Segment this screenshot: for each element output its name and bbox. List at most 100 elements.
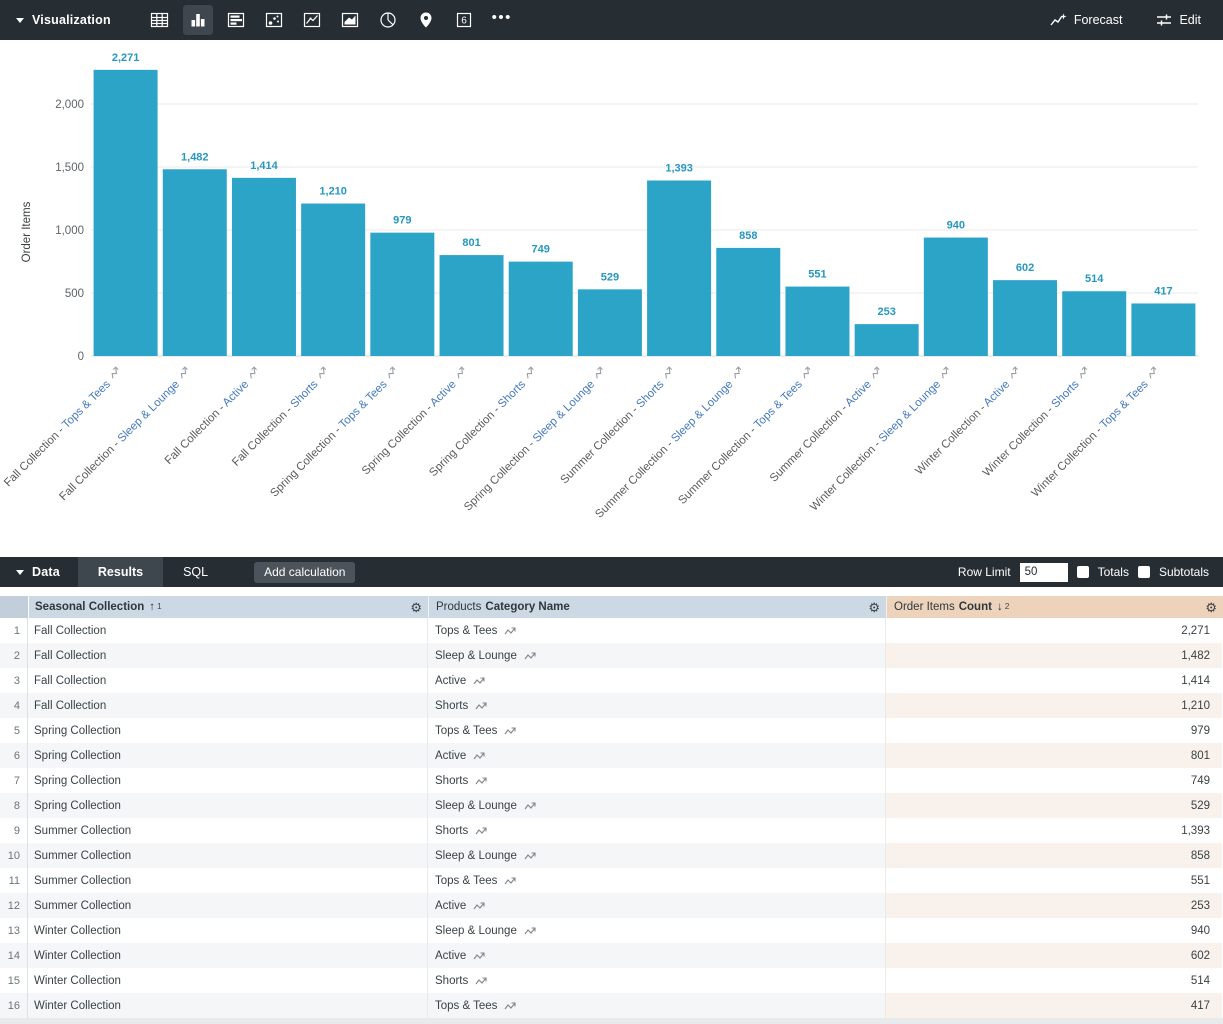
forecast-button[interactable]: Forecast: [1050, 12, 1122, 28]
bar[interactable]: [93, 69, 158, 356]
cell-seasonal-collection[interactable]: Fall Collection: [34, 624, 107, 637]
column-gear-icon[interactable]: ⚙: [868, 599, 880, 615]
add-calculation-button[interactable]: Add calculation: [254, 561, 356, 583]
totals-checkbox[interactable]: [1076, 566, 1089, 578]
data-section-toggle[interactable]: Data: [0, 565, 60, 579]
header-seasonal-collection[interactable]: Seasonal Collection ↑ 1 ⚙: [29, 596, 428, 618]
cell-category-name[interactable]: Shorts: [427, 768, 885, 793]
tab-sql[interactable]: SQL: [183, 565, 209, 579]
bar[interactable]: [647, 180, 712, 356]
cell-seasonal-collection[interactable]: Summer Collection: [34, 874, 132, 887]
cell-order-items-count[interactable]: 1,210: [885, 693, 1222, 718]
more-options-icon[interactable]: •••: [491, 8, 512, 26]
cell-order-items-count[interactable]: 417: [885, 993, 1222, 1018]
bar[interactable]: [923, 237, 988, 356]
cell-seasonal-collection[interactable]: Summer Collection: [34, 824, 132, 837]
cell-order-items-count[interactable]: 551: [885, 868, 1222, 893]
cell-seasonal-collection[interactable]: Winter Collection: [28, 993, 427, 1018]
column-gear-icon[interactable]: ⚙: [1205, 599, 1217, 615]
tab-results[interactable]: Results: [77, 557, 164, 587]
cell-seasonal-collection[interactable]: Winter Collection: [34, 924, 121, 937]
cell-seasonal-collection[interactable]: Winter Collection: [34, 974, 121, 987]
visualization-section-toggle[interactable]: Visualization: [0, 13, 111, 27]
x-axis-label[interactable]: Summer Collection - Active: [768, 366, 885, 485]
x-axis-label[interactable]: Fall Collection - Tops & Tees: [2, 366, 124, 489]
cell-order-items-count[interactable]: 514: [885, 968, 1222, 993]
cell-order-items-count[interactable]: 529: [885, 793, 1222, 818]
cell-category-name[interactable]: Active: [427, 743, 885, 768]
area-chart-icon[interactable]: [335, 5, 365, 35]
x-axis-label[interactable]: Spring Collection - Sleep & Lounge: [462, 366, 608, 514]
cell-seasonal-collection[interactable]: Fall Collection: [28, 643, 427, 668]
cell-order-items-count[interactable]: 1,482: [885, 643, 1222, 668]
column-chart-icon[interactable]: [182, 5, 213, 35]
x-axis-label[interactable]: Winter Collection - Sleep & Lounge: [808, 366, 954, 514]
cell-seasonal-collection[interactable]: Fall Collection: [28, 693, 427, 718]
cell-category-name[interactable]: Shorts: [427, 968, 885, 993]
cell-seasonal-collection[interactable]: Summer Collection: [28, 843, 427, 868]
x-axis-label[interactable]: Fall Collection - Sleep & Lounge: [57, 366, 193, 503]
cell-category-name[interactable]: Tops & Tees: [427, 868, 885, 893]
bar[interactable]: [162, 169, 227, 356]
bar[interactable]: [1062, 291, 1127, 356]
bar[interactable]: [370, 232, 435, 356]
cell-order-items-count[interactable]: 940: [885, 918, 1222, 943]
bar[interactable]: [1131, 303, 1196, 356]
table-icon[interactable]: [145, 5, 175, 35]
cell-category-name[interactable]: Sleep & Lounge: [427, 843, 885, 868]
cell-seasonal-collection[interactable]: Fall Collection: [34, 674, 107, 687]
cell-category-name[interactable]: Sleep & Lounge: [427, 643, 885, 668]
pie-chart-icon[interactable]: [373, 5, 403, 35]
bar[interactable]: [439, 255, 504, 356]
cell-category-name[interactable]: Shorts: [427, 818, 885, 843]
bar[interactable]: [993, 280, 1058, 356]
cell-category-name[interactable]: Tops & Tees: [427, 718, 885, 743]
cell-order-items-count[interactable]: 749: [885, 768, 1222, 793]
bar-chart-icon[interactable]: [221, 5, 251, 35]
cell-order-items-count[interactable]: 801: [885, 743, 1222, 768]
cell-order-items-count[interactable]: 2,271: [885, 618, 1222, 643]
cell-seasonal-collection[interactable]: Spring Collection: [34, 724, 121, 737]
bar[interactable]: [231, 177, 296, 356]
x-axis-label[interactable]: Summer Collection - Sleep & Lounge: [593, 366, 747, 521]
x-axis-label[interactable]: Spring Collection - Tops & Tees: [268, 366, 401, 500]
bar[interactable]: [716, 247, 781, 356]
cell-seasonal-collection[interactable]: Spring Collection: [28, 743, 427, 768]
cell-category-name[interactable]: Tops & Tees: [427, 618, 885, 643]
map-pin-icon[interactable]: [411, 5, 441, 35]
cell-order-items-count[interactable]: 253: [885, 893, 1222, 918]
cell-seasonal-collection[interactable]: Spring Collection: [28, 793, 427, 818]
subtotals-checkbox[interactable]: [1137, 566, 1150, 578]
cell-seasonal-collection[interactable]: Winter Collection: [28, 943, 427, 968]
cell-category-name[interactable]: Sleep & Lounge: [427, 793, 885, 818]
bar[interactable]: [854, 324, 919, 356]
row-limit-input[interactable]: [1019, 562, 1068, 582]
bar[interactable]: [577, 289, 642, 356]
single-value-icon[interactable]: 6: [449, 5, 479, 35]
column-gear-icon[interactable]: ⚙: [410, 599, 422, 615]
cell-category-name[interactable]: Active: [427, 668, 885, 693]
header-order-items-count[interactable]: Order Items Count ↓ 2 ⚙: [886, 596, 1223, 618]
edit-button[interactable]: Edit: [1156, 12, 1201, 28]
bar[interactable]: [785, 286, 850, 356]
cell-category-name[interactable]: Sleep & Lounge: [427, 918, 885, 943]
bar[interactable]: [301, 203, 366, 356]
cell-seasonal-collection[interactable]: Spring Collection: [34, 774, 121, 787]
x-axis-label[interactable]: Summer Collection - Shorts: [558, 366, 677, 486]
cell-seasonal-collection[interactable]: Summer Collection: [28, 893, 427, 918]
x-axis-label[interactable]: Summer Collection - Tops & Tees: [676, 366, 816, 507]
line-chart-icon[interactable]: [297, 5, 327, 35]
cell-order-items-count[interactable]: 1,414: [885, 668, 1222, 693]
cell-category-name[interactable]: Tops & Tees: [427, 993, 885, 1018]
bar[interactable]: [508, 261, 573, 356]
cell-category-name[interactable]: Active: [427, 893, 885, 918]
cell-order-items-count[interactable]: 858: [885, 843, 1222, 868]
cell-order-items-count[interactable]: 979: [885, 718, 1222, 743]
cell-category-name[interactable]: Shorts: [427, 693, 885, 718]
cell-order-items-count[interactable]: 602: [885, 943, 1222, 968]
cell-order-items-count[interactable]: 1,393: [885, 818, 1222, 843]
scatter-chart-icon[interactable]: [259, 5, 289, 35]
cell-category-name[interactable]: Active: [427, 943, 885, 968]
header-products-category-name[interactable]: Products Category Name ⚙: [428, 596, 886, 618]
x-axis-label[interactable]: Winter Collection - Tops & Tees: [1030, 366, 1162, 500]
